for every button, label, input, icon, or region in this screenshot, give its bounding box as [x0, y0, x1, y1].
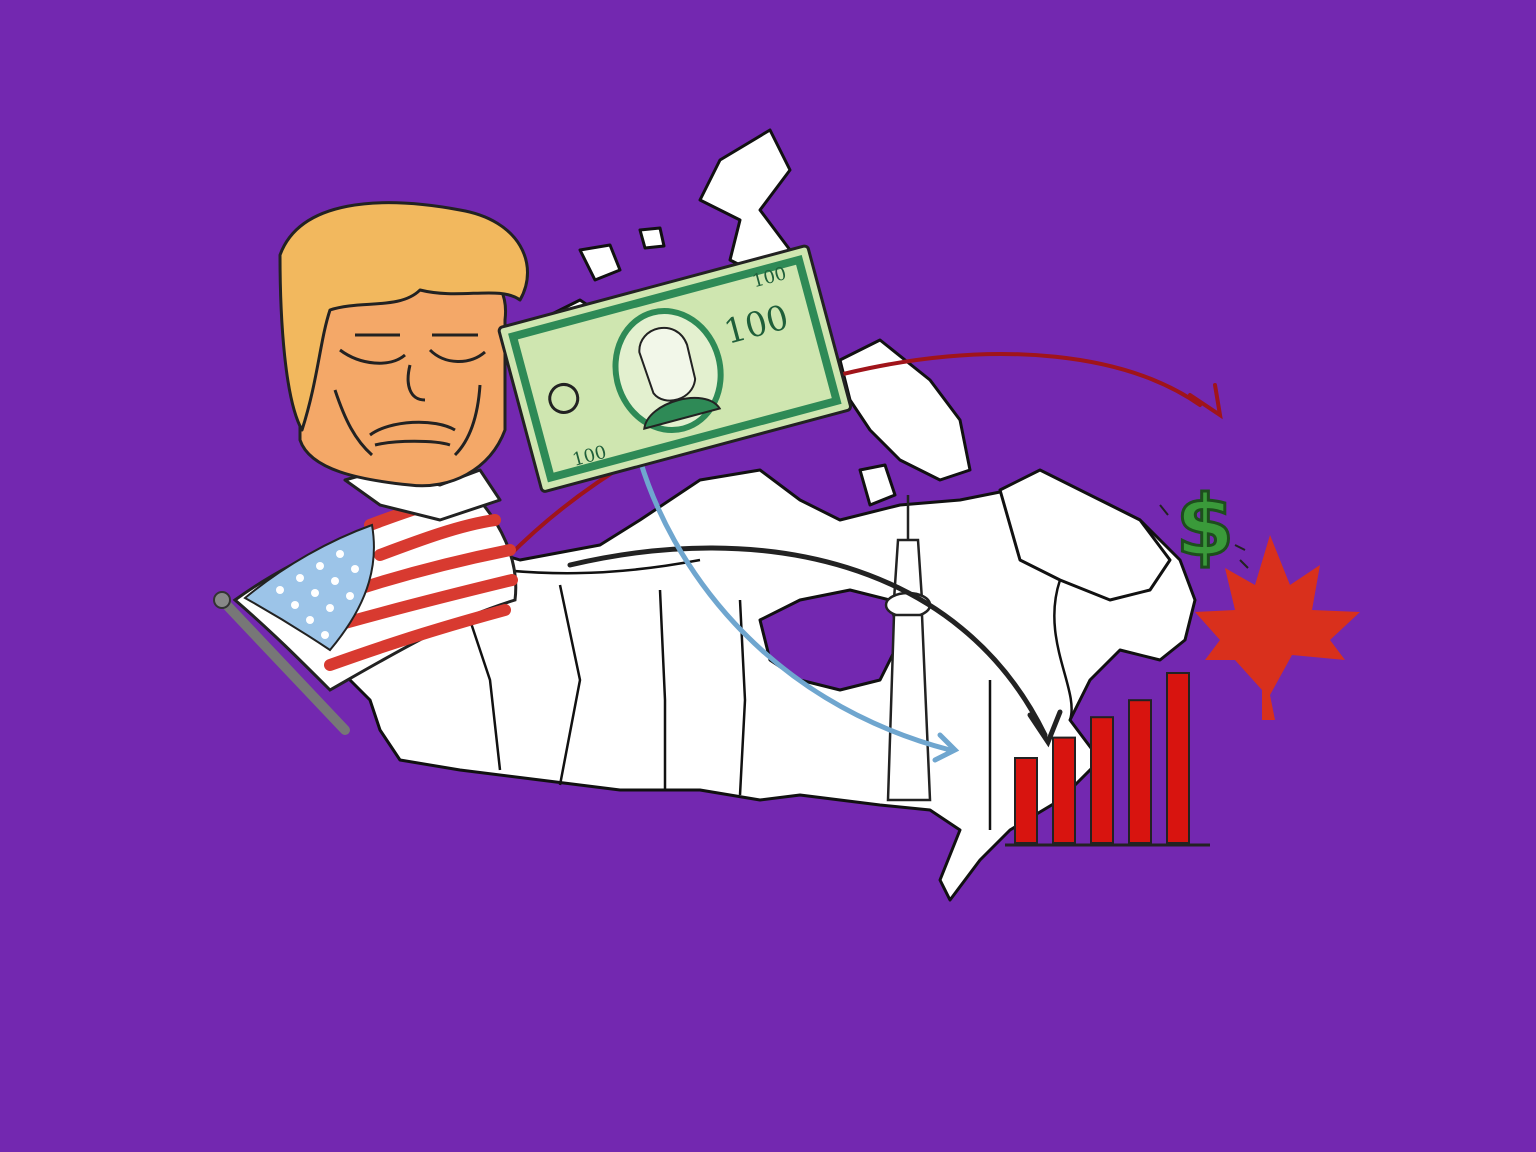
- dollar-sign-icon: $: [1176, 477, 1234, 575]
- red-arrow: [503, 352, 1202, 562]
- arrows: [503, 352, 1223, 763]
- bar: [1128, 699, 1152, 845]
- blue-arrow: [637, 457, 953, 753]
- bill-border: [508, 254, 842, 483]
- bar: [1090, 716, 1114, 845]
- black-arrow: [567, 545, 1048, 738]
- hair: [278, 201, 529, 432]
- bar: [1052, 736, 1076, 844]
- bar: [1014, 757, 1038, 844]
- blue-arrow-head: [932, 732, 960, 763]
- arctic-island-small-2: [638, 226, 666, 250]
- maple-leaf-icon: [1195, 535, 1360, 720]
- arctic-island-small-3: [858, 463, 897, 507]
- labrador: [998, 468, 1172, 602]
- shake-lines: [1159, 504, 1249, 569]
- cartoon-head: [278, 201, 529, 522]
- arctic-island-small-1: [578, 243, 622, 282]
- bill-portrait-coat: [643, 397, 722, 430]
- canada-mainland: [343, 468, 1197, 902]
- flag-pole-knob: [213, 591, 231, 609]
- bill-seal: [548, 382, 580, 414]
- flag-pole: [217, 595, 350, 735]
- black-arrow-head: [1027, 709, 1063, 748]
- bar-chart: [1005, 672, 1210, 847]
- face-details: [333, 333, 486, 457]
- flag-stars: [276, 550, 359, 639]
- us-flag: [213, 488, 518, 735]
- hundred-dollar-bill: 100 100 100: [497, 244, 852, 493]
- red-arrow-head: [1188, 383, 1223, 420]
- bill-portrait: [638, 326, 697, 402]
- canada-map: [343, 128, 1197, 902]
- bar: [1166, 672, 1190, 844]
